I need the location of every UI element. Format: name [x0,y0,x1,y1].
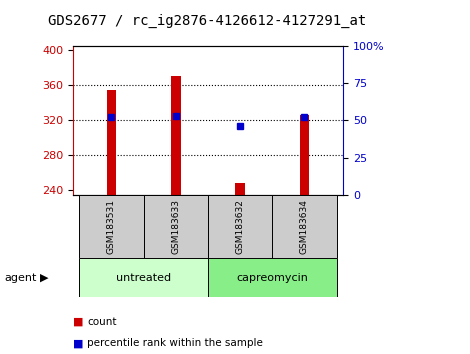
Bar [300,115,309,195]
Text: percentile rank within the sample: percentile rank within the sample [87,338,263,348]
Bar [235,183,245,195]
Bar [171,76,180,195]
Bar [208,195,272,258]
Text: untreated: untreated [116,273,171,283]
Text: GSM183634: GSM183634 [300,199,309,254]
Text: count: count [87,317,117,327]
Text: ▶: ▶ [40,273,48,283]
Text: ■: ■ [73,317,83,327]
Text: GSM183531: GSM183531 [107,199,116,254]
Text: GSM183632: GSM183632 [235,199,245,254]
Bar [79,195,144,258]
Text: capreomycin: capreomycin [236,273,308,283]
Text: agent: agent [5,273,37,283]
Bar [107,90,116,195]
Text: GSM183633: GSM183633 [171,199,180,254]
Bar [144,195,208,258]
Bar [208,258,337,297]
Text: ■: ■ [73,338,83,348]
Bar [272,195,337,258]
Text: GDS2677 / rc_ig2876-4126612-4127291_at: GDS2677 / rc_ig2876-4126612-4127291_at [47,14,366,28]
Bar [79,258,208,297]
